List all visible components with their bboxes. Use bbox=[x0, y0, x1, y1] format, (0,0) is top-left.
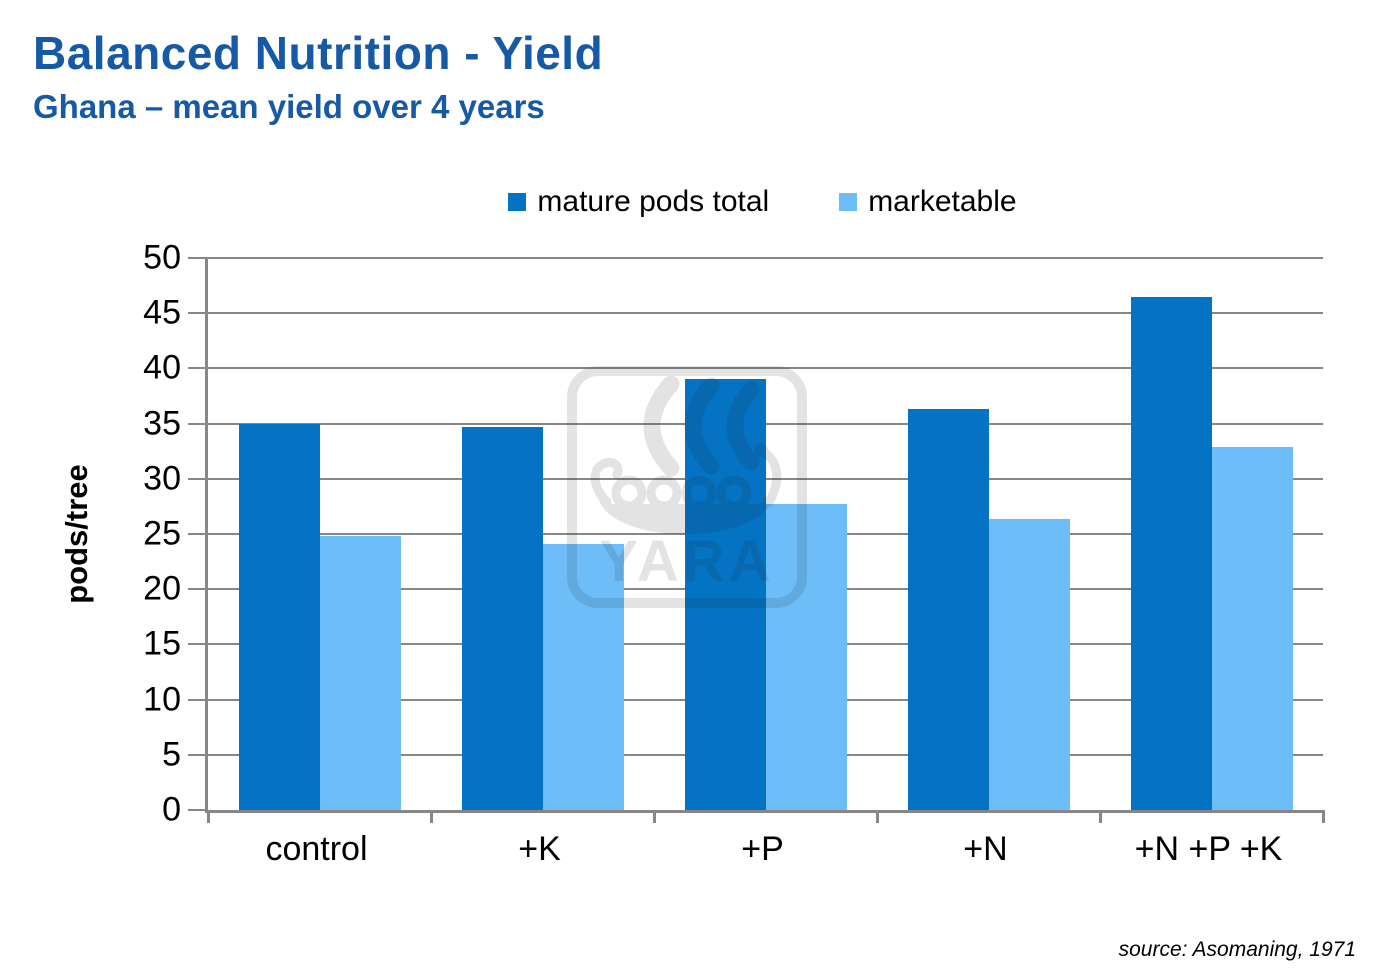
bar-marketable-+N+P+K bbox=[1212, 447, 1293, 810]
bar-mature-pods-total-+P bbox=[685, 379, 766, 810]
y-tick-0 bbox=[188, 809, 208, 811]
legend-label: marketable bbox=[868, 185, 1017, 218]
bar-marketable-control bbox=[320, 536, 401, 810]
y-tick-30 bbox=[188, 477, 208, 480]
legend-item-marketable: marketable bbox=[839, 185, 1017, 219]
y-tick-40 bbox=[188, 367, 208, 370]
x-boundary-tick-4 bbox=[1098, 810, 1102, 823]
x-boundary-tick-5 bbox=[1321, 810, 1325, 823]
x-boundary-tick-1 bbox=[429, 810, 433, 823]
y-tick-35 bbox=[188, 422, 208, 425]
x-category-label-+N+P+K: +N +P +K bbox=[1134, 830, 1283, 868]
gridline-y-50 bbox=[208, 257, 1323, 259]
y-tick-label-45: 45 bbox=[143, 293, 181, 332]
y-tick-label-40: 40 bbox=[143, 348, 181, 387]
y-tick-15 bbox=[188, 643, 208, 646]
gridline-y-45 bbox=[208, 312, 1323, 315]
y-tick-label-20: 20 bbox=[143, 569, 181, 608]
y-tick-5 bbox=[188, 753, 208, 756]
y-tick-25 bbox=[188, 533, 208, 535]
bar-mature-pods-total-+N bbox=[908, 409, 989, 810]
y-tick-label-50: 50 bbox=[143, 238, 181, 277]
y-tick-label-0: 0 bbox=[162, 790, 181, 829]
y-tick-50 bbox=[188, 257, 208, 259]
bar-mature-pods-total-+K bbox=[462, 427, 543, 810]
y-tick-label-10: 10 bbox=[143, 680, 181, 719]
bar-marketable-+N bbox=[989, 519, 1070, 810]
y-tick-20 bbox=[188, 588, 208, 591]
y-tick-label-35: 35 bbox=[143, 404, 181, 443]
legend-item-mature-pods-total: mature pods total bbox=[508, 185, 769, 219]
bar-mature-pods-total-control bbox=[239, 424, 320, 810]
legend-swatch-dark-blue-icon bbox=[508, 193, 527, 211]
bar-marketable-+K bbox=[543, 544, 624, 810]
page-title: Balanced Nutrition - Yield bbox=[33, 27, 604, 79]
bar-marketable-+P bbox=[766, 504, 847, 810]
x-boundary-tick-0 bbox=[206, 810, 210, 823]
y-tick-label-5: 5 bbox=[162, 735, 181, 774]
y-tick-label-15: 15 bbox=[143, 624, 181, 663]
x-category-label-+K: +K bbox=[518, 830, 561, 868]
x-category-label-+P: +P bbox=[741, 830, 784, 868]
y-axis-tick-labels: 0 5 10 15 20 25 30 35 40 45 50 bbox=[0, 239, 181, 829]
chart-legend: mature pods total marketable bbox=[205, 182, 1320, 222]
x-boundary-tick-2 bbox=[652, 810, 656, 823]
y-tick-label-25: 25 bbox=[143, 514, 181, 553]
source-note: source: Asomaning, 1971 bbox=[1118, 938, 1356, 961]
bar-mature-pods-total-+N+P+K bbox=[1131, 297, 1212, 810]
x-category-label-+N: +N bbox=[963, 830, 1008, 868]
plot-area bbox=[188, 257, 1325, 823]
y-tick-10 bbox=[188, 698, 208, 701]
y-tick-label-30: 30 bbox=[143, 459, 181, 498]
gridline-y-40 bbox=[208, 367, 1323, 370]
y-tick-45 bbox=[188, 312, 208, 315]
legend-swatch-light-blue-icon bbox=[839, 193, 858, 211]
legend-label: mature pods total bbox=[537, 185, 770, 218]
page-subtitle: Ghana – mean yield over 4 years bbox=[33, 88, 545, 125]
x-boundary-tick-3 bbox=[875, 810, 879, 823]
x-category-label-control: control bbox=[265, 830, 368, 868]
x-axis-category-labels: control +K +P +N +N +P +K bbox=[205, 830, 1320, 876]
